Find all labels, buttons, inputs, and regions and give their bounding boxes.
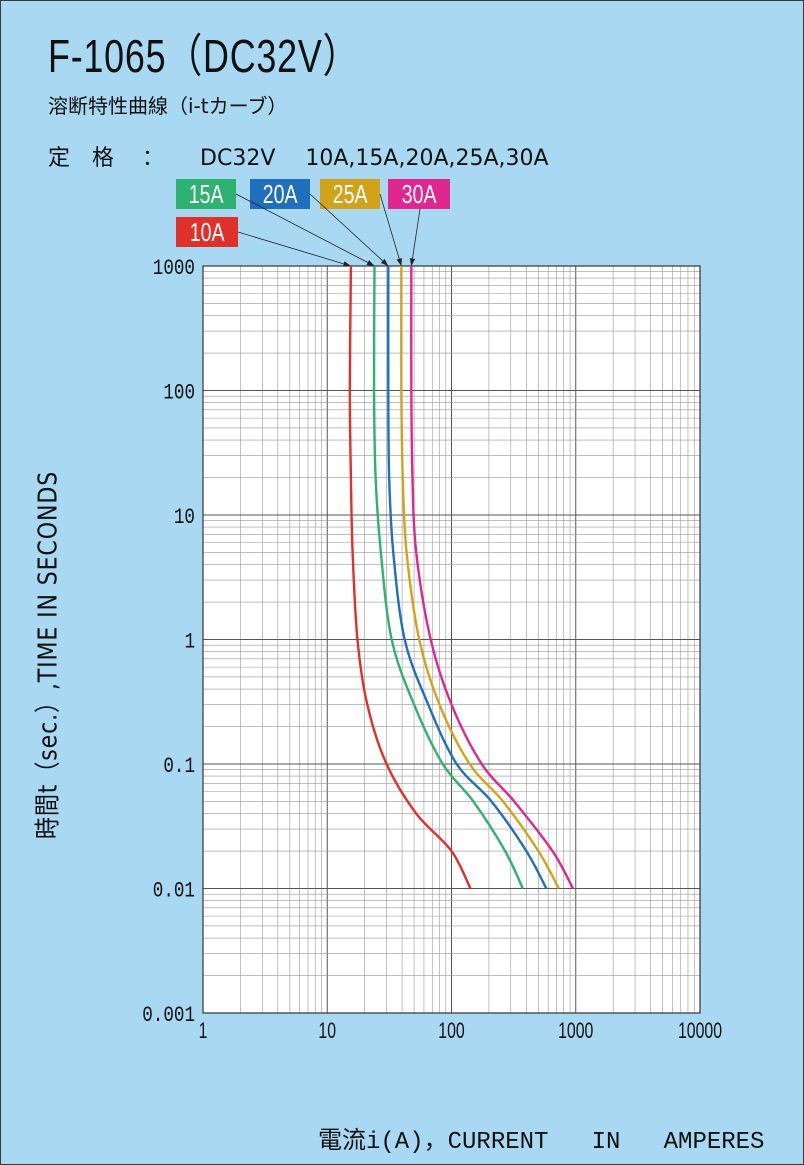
x-tick-label: 10: [318, 1020, 336, 1044]
legend-10a-label: 10A: [189, 217, 225, 247]
rating-label: 定格: [48, 146, 137, 171]
legend-leader-arrow: [409, 258, 416, 266]
legend-leader-arrow: [342, 261, 351, 267]
x-tick-label: 10000: [678, 1020, 722, 1044]
x-tick-label: 1: [199, 1020, 208, 1044]
rating-line: 定格： DC32V 10A,15A,20A,25A,30A: [48, 140, 549, 172]
y-tick-label: 0.01: [153, 878, 195, 903]
series-line-20a: [387, 265, 548, 890]
legend-30a: 30A: [388, 179, 450, 209]
plot-border: [202, 265, 701, 1014]
rating-currents: 10A,15A,20A,25A,30A: [305, 146, 549, 171]
legend-leader-line: [235, 193, 375, 267]
legend-leader-line: [410, 208, 421, 267]
y-tick-label: 10: [174, 504, 195, 529]
legend-leader-arrow: [380, 258, 389, 266]
x-tick-label: 1000: [558, 1020, 593, 1044]
y-tick-label: 0.001: [142, 1002, 195, 1027]
legend-20a: 20A: [250, 179, 310, 209]
series-line-30a: [410, 265, 575, 890]
legend-15a-label: 15A: [188, 179, 224, 209]
legend-leader-arrow: [366, 260, 375, 266]
legend-leader-line: [237, 231, 352, 267]
legend-30a-label: 30A: [401, 179, 437, 209]
y-axis-label-text: 時間t（sec.）,TIME IN SECONDS: [33, 470, 64, 840]
series-line-10a: [348, 265, 472, 890]
legend-10a: 10A: [176, 217, 238, 247]
x-tick-label: 100: [438, 1020, 464, 1044]
chart-subtitle: 溶断特性曲線（i-tカーブ）: [48, 94, 288, 118]
rating-voltage: DC32V: [200, 146, 276, 171]
chart-title: F-1065（DC32V）: [48, 30, 360, 82]
y-axis-label: 時間t（sec.）,TIME IN SECONDS: [28, 438, 65, 871]
legend-15a: 15A: [176, 179, 236, 209]
legend-leader-arrow: [396, 258, 402, 266]
y-tick-label: 100: [163, 380, 195, 405]
legend-25a-label: 25A: [332, 179, 368, 209]
rating-colon: ：: [142, 146, 165, 171]
series-line-25a: [400, 265, 560, 890]
x-axis-label: 電流i(A)，CURRENT IN AMPERES: [318, 1129, 765, 1156]
legend-leader-line: [309, 193, 389, 267]
y-tick-label: 0.1: [163, 753, 195, 778]
legend-leader-line: [379, 193, 402, 267]
legend-25a: 25A: [320, 179, 380, 209]
y-tick-label: 1: [184, 629, 195, 654]
series-line-15a: [372, 265, 524, 890]
legend-20a-label: 20A: [262, 179, 298, 209]
y-tick-label: 1000: [153, 255, 195, 280]
